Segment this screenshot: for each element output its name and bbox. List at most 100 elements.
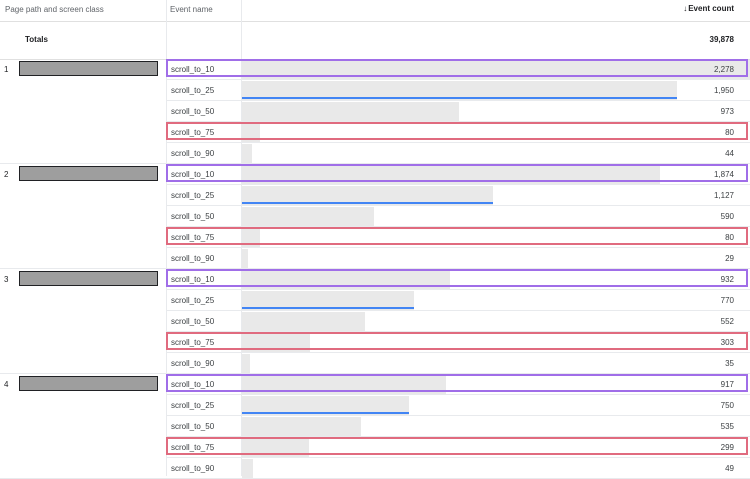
- event-name-cell: scroll_to_90: [171, 254, 215, 263]
- totals-row: Totals 39,878: [0, 21, 750, 60]
- table-row[interactable]: 2 scroll_to_10 1,874: [0, 164, 750, 185]
- value-bar: [242, 228, 260, 247]
- redacted-page-path: [19, 376, 158, 391]
- row-divider: [0, 163, 750, 164]
- value-bar: [242, 186, 493, 205]
- event-count-cell: 770: [720, 296, 734, 305]
- row-divider: [166, 415, 750, 416]
- event-name-cell: scroll_to_50: [171, 107, 215, 116]
- row-divider: [166, 394, 750, 395]
- column-header-event-name[interactable]: Event name: [170, 5, 213, 14]
- bar-underline: [242, 412, 409, 414]
- table-row[interactable]: 1 scroll_to_10 2,278: [0, 59, 750, 80]
- event-name-cell: scroll_to_25: [171, 86, 215, 95]
- table-row[interactable]: scroll_to_50 973: [0, 101, 750, 122]
- table-row[interactable]: scroll_to_75 303: [0, 332, 750, 353]
- value-bar: [242, 144, 252, 163]
- value-bar: [242, 459, 253, 478]
- event-name-cell: scroll_to_50: [171, 212, 215, 221]
- table-row[interactable]: scroll_to_75 80: [0, 122, 750, 143]
- row-rank: 1: [4, 65, 9, 74]
- table-row[interactable]: scroll_to_25 770: [0, 290, 750, 311]
- event-name-cell: scroll_to_10: [171, 380, 215, 389]
- table-header: Page path and screen class Event name ↓E…: [0, 0, 750, 22]
- event-name-cell: scroll_to_25: [171, 191, 215, 200]
- value-bar: [242, 333, 310, 352]
- event-name-cell: scroll_to_10: [171, 275, 215, 284]
- table-row[interactable]: scroll_to_90 35: [0, 353, 750, 374]
- value-bar: [242, 438, 309, 457]
- column-header-page-path[interactable]: Page path and screen class: [5, 5, 104, 14]
- event-name-cell: scroll_to_10: [171, 65, 215, 74]
- table-row[interactable]: scroll_to_25 1,950: [0, 80, 750, 101]
- row-divider: [166, 184, 750, 185]
- table-row[interactable]: scroll_to_25 1,127: [0, 185, 750, 206]
- event-count-cell: 49: [725, 464, 734, 473]
- event-name-cell: scroll_to_75: [171, 443, 215, 452]
- event-count-cell: 1,950: [713, 86, 734, 95]
- event-name-cell: scroll_to_90: [171, 359, 215, 368]
- table-row[interactable]: scroll_to_50 552: [0, 311, 750, 332]
- row-divider: [166, 247, 750, 248]
- highlight-box-red: [166, 122, 748, 140]
- event-count-cell: 80: [725, 233, 734, 242]
- table-row[interactable]: 4 scroll_to_10 917: [0, 374, 750, 395]
- event-count-cell: 917: [720, 380, 734, 389]
- column-header-event-count-label: Event count: [688, 4, 734, 13]
- value-bar: [242, 165, 660, 184]
- highlight-box-purple: [166, 59, 748, 77]
- highlight-box-purple: [166, 164, 748, 182]
- event-count-cell: 44: [725, 149, 734, 158]
- event-count-cell: 1,874: [713, 170, 734, 179]
- event-count-cell: 590: [720, 212, 734, 221]
- row-divider: [166, 100, 750, 101]
- table-row[interactable]: scroll_to_90 44: [0, 143, 750, 164]
- event-name-cell: scroll_to_90: [171, 149, 215, 158]
- value-bar: [242, 249, 248, 268]
- highlight-box-red: [166, 332, 748, 350]
- table-row[interactable]: scroll_to_90 29: [0, 248, 750, 269]
- row-divider: [0, 268, 750, 269]
- table-row[interactable]: scroll_to_50 535: [0, 416, 750, 437]
- totals-label: Totals: [25, 35, 48, 44]
- event-count-cell: 2,278: [713, 65, 734, 74]
- value-bar: [242, 396, 409, 415]
- event-count-cell: 1,127: [713, 191, 734, 200]
- event-name-cell: scroll_to_25: [171, 296, 215, 305]
- row-rank: 2: [4, 170, 9, 179]
- row-divider: [166, 205, 750, 206]
- value-bar: [242, 81, 677, 100]
- value-bar: [242, 354, 250, 373]
- event-name-cell: scroll_to_90: [171, 464, 215, 473]
- value-bar: [242, 123, 260, 142]
- table-row[interactable]: scroll_to_25 750: [0, 395, 750, 416]
- column-divider: [241, 0, 242, 476]
- value-bar: [242, 102, 459, 121]
- event-count-cell: 35: [725, 359, 734, 368]
- event-name-cell: scroll_to_25: [171, 401, 215, 410]
- row-divider: [166, 142, 750, 143]
- event-count-cell: 973: [720, 107, 734, 116]
- table-row[interactable]: scroll_to_50 590: [0, 206, 750, 227]
- event-count-cell: 750: [720, 401, 734, 410]
- row-divider: [166, 289, 750, 290]
- value-bar: [242, 375, 446, 394]
- event-count-cell: 303: [720, 338, 734, 347]
- redacted-page-path: [19, 61, 158, 76]
- bar-underline: [242, 202, 493, 204]
- highlight-box-purple: [166, 374, 748, 392]
- row-divider: [166, 79, 750, 80]
- totals-value: 39,878: [709, 35, 734, 44]
- table-row[interactable]: scroll_to_75 80: [0, 227, 750, 248]
- event-count-cell: 552: [720, 317, 734, 326]
- event-count-cell: 932: [720, 275, 734, 284]
- value-bar: [242, 270, 450, 289]
- row-divider: [0, 373, 750, 374]
- arrow-down-icon: ↓: [683, 4, 688, 13]
- event-name-cell: scroll_to_50: [171, 422, 215, 431]
- event-count-cell: 299: [720, 443, 734, 452]
- table-row[interactable]: scroll_to_75 299: [0, 437, 750, 458]
- column-header-event-count[interactable]: ↓Event count: [683, 4, 734, 13]
- event-name-cell: scroll_to_75: [171, 338, 215, 347]
- table-row[interactable]: 3 scroll_to_10 932: [0, 269, 750, 290]
